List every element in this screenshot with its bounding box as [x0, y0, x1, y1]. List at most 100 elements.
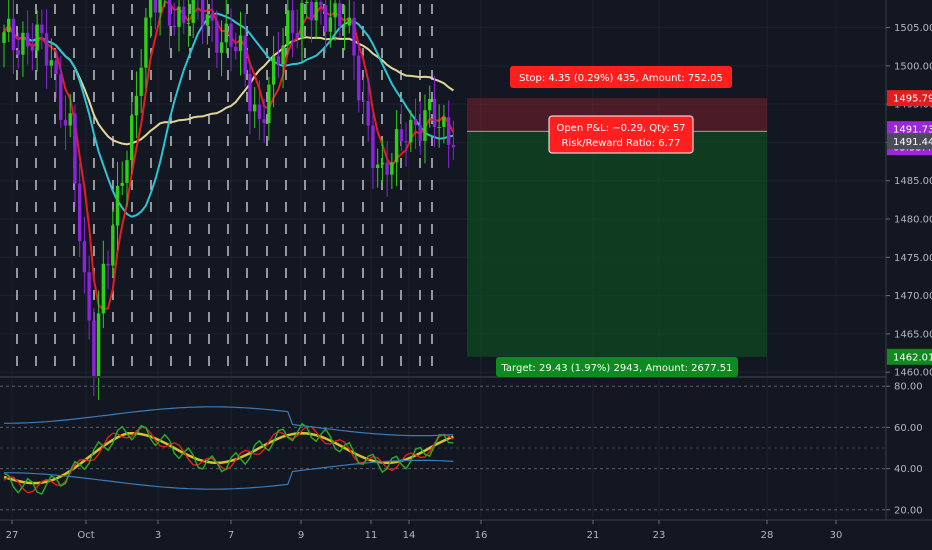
candle-body — [73, 113, 77, 184]
candle-body — [409, 119, 413, 143]
candle-body — [352, 17, 356, 56]
entry-price-badge-bg — [887, 133, 932, 150]
candle-body — [219, 42, 224, 53]
candle-body — [148, 0, 153, 18]
candle-body — [82, 241, 87, 273]
current-price-badge-text: 1491.73 — [893, 125, 932, 136]
candle-body — [215, 20, 219, 53]
candle-body — [404, 141, 408, 143]
candle-body — [7, 18, 11, 33]
time-axis-bg — [0, 520, 886, 550]
candles — [2, 0, 456, 400]
candle-body — [262, 119, 266, 124]
candle-body — [286, 10, 290, 46]
target-label: Target: 29.43 (1.97%) 2943, Amount: 2677… — [496, 357, 738, 377]
candle-body — [257, 104, 262, 120]
oscillator-line — [3, 422, 454, 495]
candle-body — [385, 162, 389, 175]
candle-body — [432, 99, 437, 127]
time-tick-label: 28 — [761, 530, 774, 541]
position-tool[interactable] — [467, 98, 767, 357]
candle-body — [366, 101, 370, 126]
candle-body — [437, 126, 441, 128]
candle-body — [182, 6, 186, 24]
stop-price-badge: 1495.79 — [887, 90, 932, 107]
candle-body — [342, 25, 347, 27]
candle-body — [323, 5, 328, 32]
stop-price-badge-bg — [887, 90, 932, 107]
candle-body — [172, 25, 176, 27]
time-tick-label: 14 — [403, 530, 416, 541]
candle-body — [380, 162, 385, 165]
candle-body — [371, 125, 375, 169]
candle-body — [96, 313, 101, 378]
oscillator-line — [4, 459, 454, 490]
target-price-badge-bg — [887, 348, 932, 365]
oscillator-pane — [0, 376, 886, 511]
candle-body — [418, 124, 422, 141]
current-price-badge-bg — [887, 121, 932, 138]
session-separators — [16, 4, 433, 370]
candle-body — [186, 22, 191, 24]
candle-body — [153, 0, 158, 13]
candle-body — [234, 46, 238, 52]
candle-body — [328, 17, 333, 32]
price-tick-label: 1475.00 — [894, 253, 932, 264]
candle-body — [2, 32, 6, 43]
candle-body — [394, 129, 399, 163]
candle-body — [347, 17, 351, 26]
current-price-badge: 1491.73 — [887, 121, 932, 138]
candle-body — [361, 100, 366, 102]
stop-price-badge-text: 1495.79 — [893, 94, 932, 105]
candle-body — [139, 67, 143, 96]
candle-body — [423, 110, 427, 141]
candle-body — [390, 162, 394, 175]
candle-body — [210, 14, 214, 21]
time-tick-label: 23 — [653, 530, 666, 541]
osc-tick-label: 60.00 — [894, 423, 923, 434]
candle-body — [305, 1, 309, 4]
price-tick-label: 1470.00 — [894, 291, 932, 302]
candle-body — [11, 18, 16, 51]
candle-body — [375, 164, 380, 169]
candle-body — [125, 160, 129, 183]
candle-body — [238, 35, 243, 52]
open-pnl-text: Open P&L: −0.29, Qty: 57 — [556, 123, 685, 134]
candle-body — [428, 99, 432, 111]
candle-body — [30, 46, 35, 51]
candle-body — [158, 0, 162, 13]
price-tick-label: 1480.00 — [894, 215, 932, 226]
time-tick-label: 27 — [6, 530, 19, 541]
candle-body — [338, 3, 342, 27]
candle-body — [314, 2, 318, 21]
candle-body — [54, 60, 58, 75]
candle-body — [16, 50, 20, 55]
entry-price-badge: 1491.44 — [887, 133, 932, 150]
candle-body — [68, 113, 72, 126]
price-tick-label: 1505.00 — [894, 23, 932, 34]
candle-body — [111, 225, 115, 266]
time-tick-label: 16 — [475, 530, 488, 541]
stop-label: Stop: 4.35 (0.29%) 435, Amount: 752.05 — [510, 66, 732, 88]
candle-body — [191, 0, 195, 23]
candle-body — [167, 0, 172, 26]
candle-body — [243, 35, 247, 74]
candle-body — [49, 60, 53, 66]
target-price-badge-text: 1462.01 — [893, 352, 932, 363]
candle-body — [224, 23, 229, 43]
candle-body — [63, 119, 68, 126]
entry-price-badge-text: 1491.44 — [893, 137, 932, 148]
candle-body — [35, 24, 39, 51]
candle-body — [413, 119, 418, 125]
candle-body — [267, 84, 271, 124]
stop-label-text: Stop: 4.35 (0.29%) 435, Amount: 752.05 — [519, 73, 723, 84]
candle-body — [357, 55, 361, 101]
time-tick-label: 11 — [365, 530, 378, 541]
target-price-badge: 1462.01 — [887, 348, 932, 365]
candle-body — [77, 183, 82, 242]
moving-average-line — [3, 23, 454, 146]
candle-body — [319, 2, 323, 6]
time-tick-label: 9 — [298, 530, 304, 541]
